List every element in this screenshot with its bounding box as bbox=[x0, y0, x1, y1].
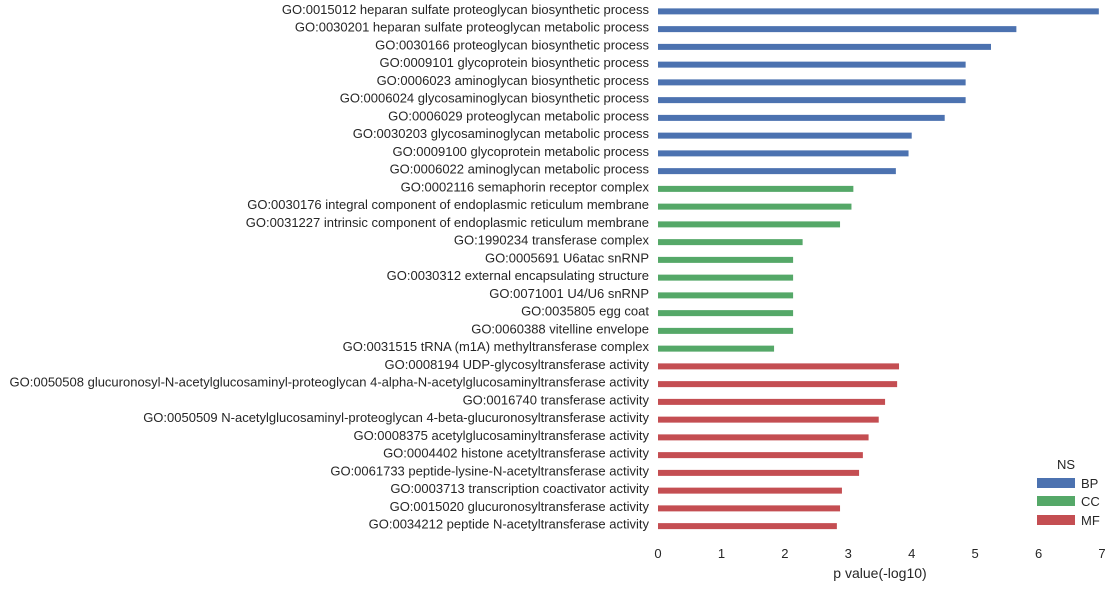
legend-swatch-bp bbox=[1037, 478, 1075, 488]
y-tick-label: GO:0005691 U6atac snRNP bbox=[485, 250, 649, 265]
bar-cc-17 bbox=[658, 292, 794, 299]
bar-mf-23 bbox=[658, 398, 886, 405]
bar-bp-4 bbox=[658, 61, 966, 68]
bar-bp-7 bbox=[658, 114, 945, 121]
y-tick-label: GO:0061733 peptide-lysine-N-acetyltransf… bbox=[330, 463, 649, 478]
bar-cc-15 bbox=[658, 256, 794, 263]
bar-mf-28 bbox=[658, 487, 842, 494]
x-tick-label: 1 bbox=[718, 546, 725, 561]
y-tick-label: GO:0030312 external encapsulating struct… bbox=[387, 268, 649, 283]
bar-mf-27 bbox=[658, 469, 860, 476]
y-tick-label: GO:0030201 heparan sulfate proteoglycan … bbox=[295, 20, 650, 35]
x-tick-label: 0 bbox=[654, 546, 661, 561]
y-tick-label: GO:0002116 semaphorin receptor complex bbox=[401, 179, 650, 194]
legend-label-cc: CC bbox=[1081, 494, 1100, 509]
bar-bp-6 bbox=[658, 97, 966, 104]
y-tick-label: GO:0031227 intrinsic component of endopl… bbox=[246, 215, 649, 230]
x-tick-labels: 0 1 2 3 4 5 6 7 bbox=[654, 546, 1105, 561]
y-tick-label: GO:0006023 aminoglycan biosynthetic proc… bbox=[377, 73, 650, 88]
y-tick-label: GO:0006022 aminoglycan metabolic process bbox=[390, 162, 650, 177]
x-tick-label: 4 bbox=[908, 546, 915, 561]
y-tick-label: GO:0030176 integral component of endopla… bbox=[247, 197, 649, 212]
y-tick-label: GO:0030203 glycosaminoglycan metabolic p… bbox=[353, 126, 650, 141]
bar-cc-11 bbox=[658, 185, 854, 192]
x-axis-label: p value(-log10) bbox=[833, 565, 926, 581]
x-tick-label: 2 bbox=[781, 546, 788, 561]
y-tick-label: GO:0004402 histone acetyltransferase act… bbox=[383, 446, 649, 461]
bar-cc-16 bbox=[658, 274, 794, 281]
bar-bp-8 bbox=[658, 132, 912, 139]
bar-cc-18 bbox=[658, 310, 794, 317]
bar-bp-5 bbox=[658, 79, 966, 86]
bar-mf-24 bbox=[658, 416, 879, 423]
y-tick-label: GO:0035805 egg coat bbox=[521, 304, 649, 319]
bar-cc-13 bbox=[658, 221, 841, 228]
legend-title: NS bbox=[1057, 457, 1075, 472]
bar-bp-9 bbox=[658, 150, 909, 157]
bar-mf-21 bbox=[658, 363, 900, 370]
legend-swatch-mf bbox=[1037, 515, 1075, 525]
bar-bp-3 bbox=[658, 43, 991, 50]
y-tick-label: GO:0031515 tRNA (m1A) methyltransferase … bbox=[343, 339, 650, 354]
y-tick-label: GO:0034212 peptide N-acetyltransferase a… bbox=[369, 517, 650, 532]
x-tick-label: 7 bbox=[1098, 546, 1105, 561]
bar-cc-19 bbox=[658, 327, 794, 334]
legend-swatch-cc bbox=[1037, 496, 1075, 506]
bar-cc-14 bbox=[658, 239, 803, 246]
y-tick-label: GO:0009101 glycoprotein biosynthetic pro… bbox=[379, 55, 649, 70]
y-tick-label: GO:0030166 proteoglycan biosynthetic pro… bbox=[375, 37, 649, 52]
bar-bp-2 bbox=[658, 26, 1017, 33]
bar-cc-20 bbox=[658, 345, 775, 352]
y-tick-label: GO:0003713 transcription coactivator act… bbox=[390, 481, 649, 496]
y-tick-labels: GO:0015012 heparan sulfate proteoglycan … bbox=[10, 2, 650, 532]
bar-bp-1 bbox=[658, 8, 1099, 15]
y-tick-label: GO:0050509 N-acetylglucosaminyl-proteogl… bbox=[143, 410, 649, 425]
bar-bp-10 bbox=[658, 168, 896, 175]
y-tick-label: GO:0015020 glucuronosyltransferase activ… bbox=[390, 499, 650, 514]
bar-mf-26 bbox=[658, 452, 863, 459]
legend-label-bp: BP bbox=[1081, 476, 1098, 491]
bar-mf-22 bbox=[658, 381, 898, 388]
y-tick-label: GO:0009100 glycoprotein metabolic proces… bbox=[392, 144, 649, 159]
y-tick-label: GO:0008194 UDP-glycosyltransferase activ… bbox=[385, 357, 650, 372]
y-tick-label: GO:0006024 glycosaminoglycan biosyntheti… bbox=[340, 91, 650, 106]
legend-label-mf: MF bbox=[1081, 513, 1100, 528]
y-tick-label: GO:0060388 vitelline envelope bbox=[471, 321, 649, 336]
bar-cc-12 bbox=[658, 203, 852, 210]
x-tick-label: 5 bbox=[972, 546, 979, 561]
legend: NS BP CC MF bbox=[1037, 457, 1100, 528]
y-tick-label: GO:0050508 glucuronosyl-N-acetylglucosam… bbox=[10, 375, 650, 390]
y-tick-label: GO:0015012 heparan sulfate proteoglycan … bbox=[282, 2, 650, 17]
y-tick-label: GO:0071001 U4/U6 snRNP bbox=[489, 286, 649, 301]
x-tick-label: 6 bbox=[1035, 546, 1042, 561]
bar-mf-25 bbox=[658, 434, 869, 441]
bar-mf-29 bbox=[658, 505, 841, 512]
x-tick-label: 3 bbox=[845, 546, 852, 561]
bars-group bbox=[658, 8, 1099, 530]
y-tick-label: GO:0008375 acetylglucosaminyltransferase… bbox=[353, 428, 649, 443]
y-tick-label: GO:0006029 proteoglycan metabolic proces… bbox=[388, 108, 649, 123]
bar-mf-30 bbox=[658, 523, 837, 530]
y-tick-label: GO:0016740 transferase activity bbox=[463, 392, 650, 407]
y-tick-label: GO:1990234 transferase complex bbox=[454, 233, 650, 248]
